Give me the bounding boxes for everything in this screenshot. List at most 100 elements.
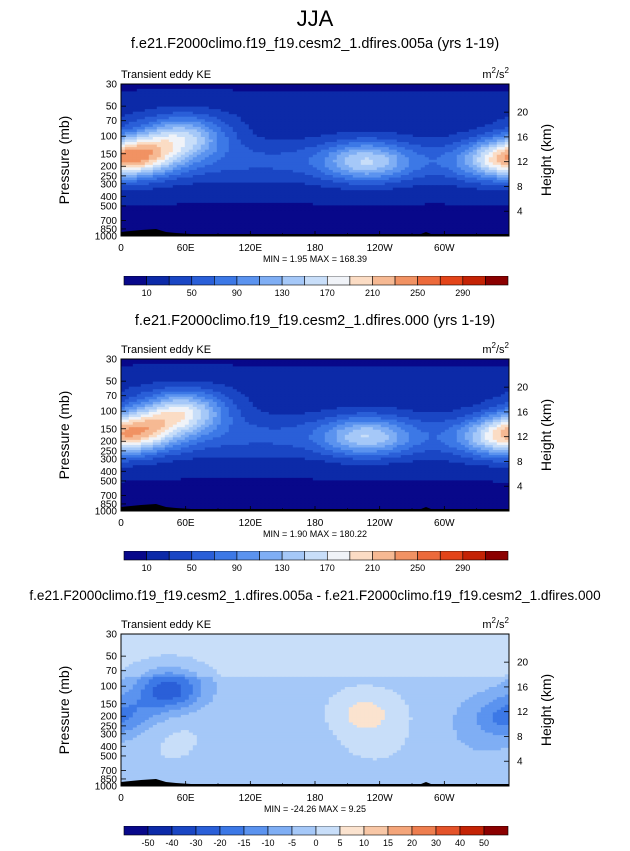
colorbar-box [315,826,341,836]
y-axis-label: Pressure (mb) [56,116,72,205]
left-string: Transient eddy KE [121,344,211,356]
colorbar-label: -5 [288,838,296,848]
contour-field [121,84,509,236]
y-tick-label: 400 [100,467,117,478]
colorbar-box [483,826,509,836]
y-right-tick-label: 4 [517,207,523,218]
colorbar-box [411,826,437,836]
colorbar-box [326,276,351,286]
y-right-tick-label: 8 [517,182,523,193]
y-right-tick-label: 16 [517,132,529,143]
x-tick-label: 60W [434,793,455,804]
colorbar-label: 170 [320,288,335,298]
y-tick-label: 100 [100,407,117,418]
colorbar-box [339,826,365,836]
colorbar-label: 20 [407,838,417,848]
y-tick-label: 70 [106,391,118,402]
colorbar-label: -20 [213,838,226,848]
y-right-tick-label: 12 [517,157,529,168]
y-tick-label: 500 [100,476,117,487]
y-tick-label: 300 [100,729,117,740]
y-tick-label: 700 [100,216,117,227]
colorbar: -50 -40 -30 -20 -15 -10 -5 0 5 10 15 20 30 40 50 [123,826,509,848]
panel-title: f.e21.F2000climo.f19_f19.cesm2_1.dfires.… [130,36,500,52]
colorbar-label: 10 [359,838,369,848]
colorbar-box [394,551,418,561]
x-tick-label: 120W [367,243,394,254]
x-tick-label: 60E [177,518,195,529]
colorbar-box [387,826,413,836]
colorbar-box [236,551,260,561]
colorbar-box [195,826,221,836]
page-title: JJA [296,6,334,31]
x-tick-label: 180 [307,518,324,529]
y-tick-label: 500 [100,751,117,762]
x-tick-label: 0 [118,518,124,529]
colorbar-box [485,551,509,561]
colorbar-box [267,826,293,836]
colorbar-label: 50 [187,288,197,298]
y-right-tick-label: 4 [517,482,523,493]
y-tick-label: 200 [100,437,117,448]
y-tick-label: 100 [100,682,117,693]
colorbar-box [462,551,486,561]
colorbar-box [171,826,197,836]
y-tick-label: 150 [100,424,117,435]
colorbar-box [168,551,193,561]
contour-field [121,634,509,786]
colorbar-box [439,551,464,561]
colorbar-label: 290 [455,563,470,573]
colorbar-box [191,551,215,561]
y-tick-label: 150 [100,699,117,710]
y-tick-label: 70 [106,666,118,677]
y-tick-label: 30 [106,630,118,641]
colorbar-label: 50 [187,563,197,573]
x-tick-label: 120W [367,518,394,529]
panel-title: f.e21.F2000climo.f19_f19.cesm2_1.dfires.… [29,588,601,603]
y-tick-label: 50 [106,377,118,388]
y-right-axis-label: Height (km) [538,399,554,471]
y-tick-label: 1000 [95,782,118,793]
units-label: m2/s2 [482,66,509,81]
x-tick-label: 120E [239,243,263,254]
x-tick-label: 0 [118,243,124,254]
y-tick-label: 200 [100,162,117,173]
y-tick-label: 400 [100,192,117,203]
y-tick-label: 250 [100,171,117,182]
x-tick-label: 120E [239,793,263,804]
colorbar-box [372,551,396,561]
y-tick-label: 850 [100,499,117,510]
x-tick-label: 60E [177,243,195,254]
colorbar-box [281,276,306,286]
colorbar-label: -30 [189,838,202,848]
x-tick-label: 120E [239,518,263,529]
colorbar-box [146,276,170,286]
colorbar: 10 50 90 130 170 210 250 290 [123,551,509,573]
colorbar-box [291,826,317,836]
colorbar-label: 50 [479,838,489,848]
colorbar: 10 50 90 130 170 210 250 290 [123,276,509,298]
y-tick-label: 1000 [95,232,118,243]
y-right-tick-label: 20 [517,383,529,394]
x-tick-label: 60W [434,518,455,529]
heatmap-panel: Transient eddy KE m2/s2305070100150200250… [56,341,554,539]
y-right-tick-label: 12 [517,432,529,443]
colorbar-box [146,551,170,561]
units-label: m2/s2 [482,616,509,631]
colorbar-box [304,551,328,561]
y-tick-label: 850 [100,774,117,785]
colorbar-box [363,826,389,836]
colorbar-label: 210 [365,563,380,573]
contour-field [121,359,509,511]
x-tick-label: 120W [367,793,394,804]
y-right-tick-label: 8 [517,457,523,468]
colorbar-box [123,551,147,561]
colorbar-box [123,276,147,286]
colorbar-label: 130 [275,288,290,298]
min-max-text: MIN = 1.90 MAX = 180.22 [263,529,367,539]
colorbar-box [485,276,509,286]
y-right-tick-label: 12 [517,707,529,718]
y-right-tick-label: 16 [517,682,529,693]
colorbar-box [236,276,260,286]
colorbar-box [259,551,283,561]
